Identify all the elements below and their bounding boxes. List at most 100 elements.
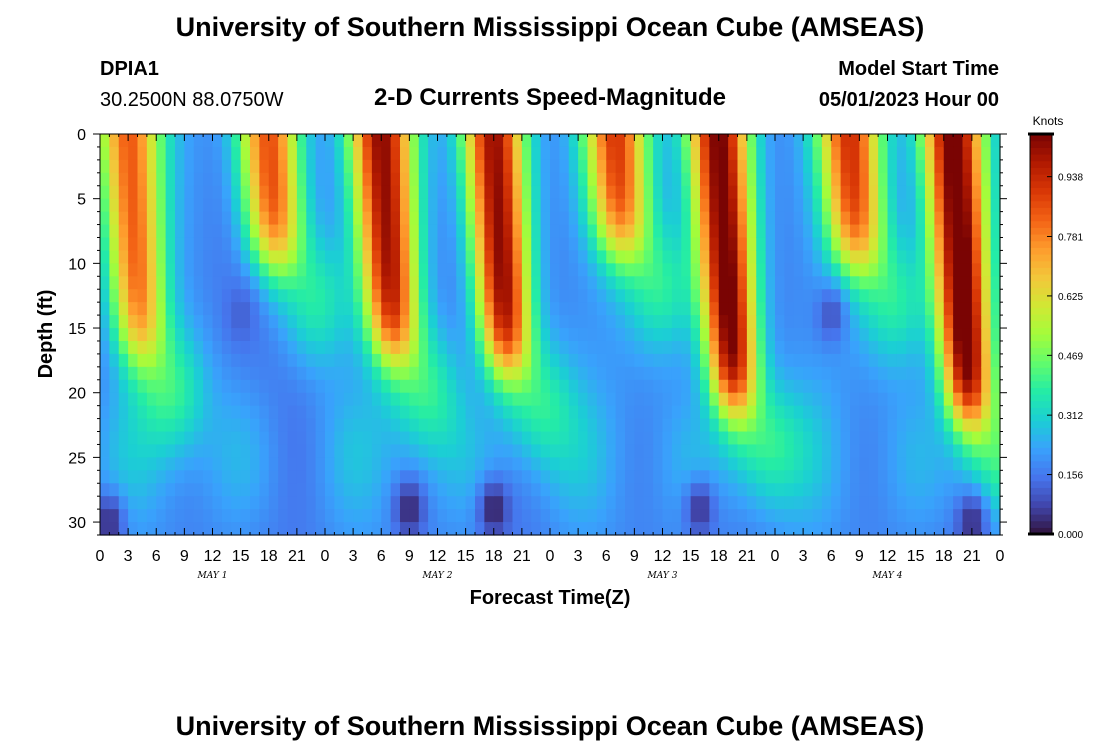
heatmap-cell bbox=[587, 185, 598, 200]
heatmap-cell bbox=[381, 444, 392, 458]
heatmap-cell bbox=[400, 159, 410, 174]
heatmap-cell bbox=[990, 353, 1001, 368]
heatmap-cell bbox=[868, 172, 879, 187]
heatmap-cell bbox=[484, 224, 495, 239]
heatmap-cell bbox=[503, 211, 514, 226]
heatmap-cell bbox=[371, 237, 382, 252]
heatmap-cell bbox=[700, 263, 710, 277]
heatmap-cell bbox=[240, 224, 251, 239]
heatmap-cell bbox=[887, 328, 898, 342]
heatmap-cell bbox=[718, 457, 729, 471]
heatmap-cell bbox=[925, 470, 935, 484]
heatmap-cell bbox=[250, 405, 260, 420]
heatmap-cell bbox=[559, 302, 570, 316]
heatmap-cell bbox=[981, 457, 992, 471]
heatmap-cell bbox=[296, 185, 307, 200]
heatmap-cell bbox=[643, 340, 654, 355]
heatmap-cell bbox=[925, 159, 935, 174]
heatmap-cell bbox=[428, 224, 439, 239]
heatmap-cell bbox=[775, 146, 785, 161]
heatmap-cell bbox=[831, 457, 842, 471]
heatmap-cell bbox=[409, 340, 420, 355]
heatmap-cell bbox=[512, 418, 523, 433]
heatmap-cell bbox=[418, 457, 429, 471]
x-tick-label: 12 bbox=[429, 548, 447, 565]
heatmap-cell bbox=[906, 250, 917, 264]
heatmap-cell bbox=[765, 146, 776, 161]
heatmap-cell bbox=[325, 172, 335, 187]
heatmap-cell bbox=[943, 379, 954, 394]
heatmap-cell bbox=[625, 315, 635, 329]
heatmap-cell bbox=[587, 470, 598, 484]
heatmap-cell bbox=[821, 470, 832, 484]
heatmap-cell bbox=[765, 444, 776, 458]
heatmap-cell bbox=[325, 457, 335, 471]
colorbar-swatch bbox=[1030, 280, 1052, 288]
heatmap-cell bbox=[465, 185, 476, 200]
heatmap-cell bbox=[437, 185, 448, 200]
heatmap-cell bbox=[756, 211, 767, 226]
heatmap-cell bbox=[390, 172, 401, 187]
heatmap-cell bbox=[334, 134, 345, 148]
heatmap-cell bbox=[343, 224, 354, 239]
heatmap-cell bbox=[934, 496, 945, 510]
heatmap-cell bbox=[100, 418, 110, 433]
heatmap-cell bbox=[953, 444, 964, 458]
heatmap-cell bbox=[503, 496, 514, 510]
heatmap-cell bbox=[362, 328, 373, 342]
heatmap-cell bbox=[109, 185, 120, 200]
heatmap-cell bbox=[596, 263, 607, 277]
heatmap-cell bbox=[343, 302, 354, 316]
heatmap-cell bbox=[175, 431, 185, 446]
heatmap-cell bbox=[287, 392, 298, 407]
heatmap-cell bbox=[268, 172, 279, 187]
heatmap-cell bbox=[231, 185, 242, 200]
heatmap-cell bbox=[118, 405, 129, 420]
heatmap-cell bbox=[859, 418, 870, 433]
heatmap-cell bbox=[231, 328, 242, 342]
colorbar-swatch bbox=[1030, 274, 1052, 282]
heatmap-cell bbox=[971, 185, 982, 200]
heatmap-cell bbox=[587, 418, 598, 433]
heatmap-cell bbox=[240, 522, 251, 536]
heatmap-cell bbox=[221, 250, 232, 264]
heatmap-cell bbox=[503, 250, 514, 264]
heatmap-cell bbox=[362, 353, 373, 368]
heatmap-cell bbox=[728, 328, 739, 342]
heatmap-cell bbox=[662, 328, 673, 342]
heatmap-cell bbox=[990, 366, 1001, 381]
heatmap-cell bbox=[315, 224, 326, 239]
heatmap-cell bbox=[868, 392, 879, 407]
heatmap-cell bbox=[859, 172, 870, 187]
heatmap-cell bbox=[390, 302, 401, 316]
heatmap-cell bbox=[671, 522, 682, 536]
heatmap-cell bbox=[709, 444, 720, 458]
heatmap-cell bbox=[775, 483, 785, 497]
heatmap-cell bbox=[437, 146, 448, 161]
heatmap-cell bbox=[568, 134, 579, 148]
heatmap-cell bbox=[803, 457, 814, 471]
heatmap-cell bbox=[587, 224, 598, 239]
heatmap-cell bbox=[634, 263, 645, 277]
heatmap-cell bbox=[231, 509, 242, 523]
heatmap-cell bbox=[381, 276, 392, 290]
heatmap-cell bbox=[287, 237, 298, 252]
heatmap-cell bbox=[165, 134, 176, 148]
heatmap-cell bbox=[700, 522, 710, 536]
heatmap-cell bbox=[971, 289, 982, 303]
heatmap-cell bbox=[990, 522, 1001, 536]
heatmap-cell bbox=[278, 289, 289, 303]
heatmap-cell bbox=[353, 340, 364, 355]
heatmap-cell bbox=[203, 224, 214, 239]
heatmap-cell bbox=[868, 289, 879, 303]
heatmap-cell bbox=[831, 509, 842, 523]
colorbar-swatch bbox=[1030, 140, 1052, 148]
colorbar-swatch bbox=[1030, 487, 1052, 495]
heatmap-cell bbox=[446, 379, 457, 394]
heatmap-cell bbox=[371, 315, 382, 329]
heatmap-cell bbox=[521, 431, 532, 446]
heatmap-cell bbox=[906, 509, 917, 523]
heatmap-cell bbox=[165, 250, 176, 264]
heatmap-cell bbox=[409, 444, 420, 458]
heatmap-cell bbox=[606, 483, 617, 497]
